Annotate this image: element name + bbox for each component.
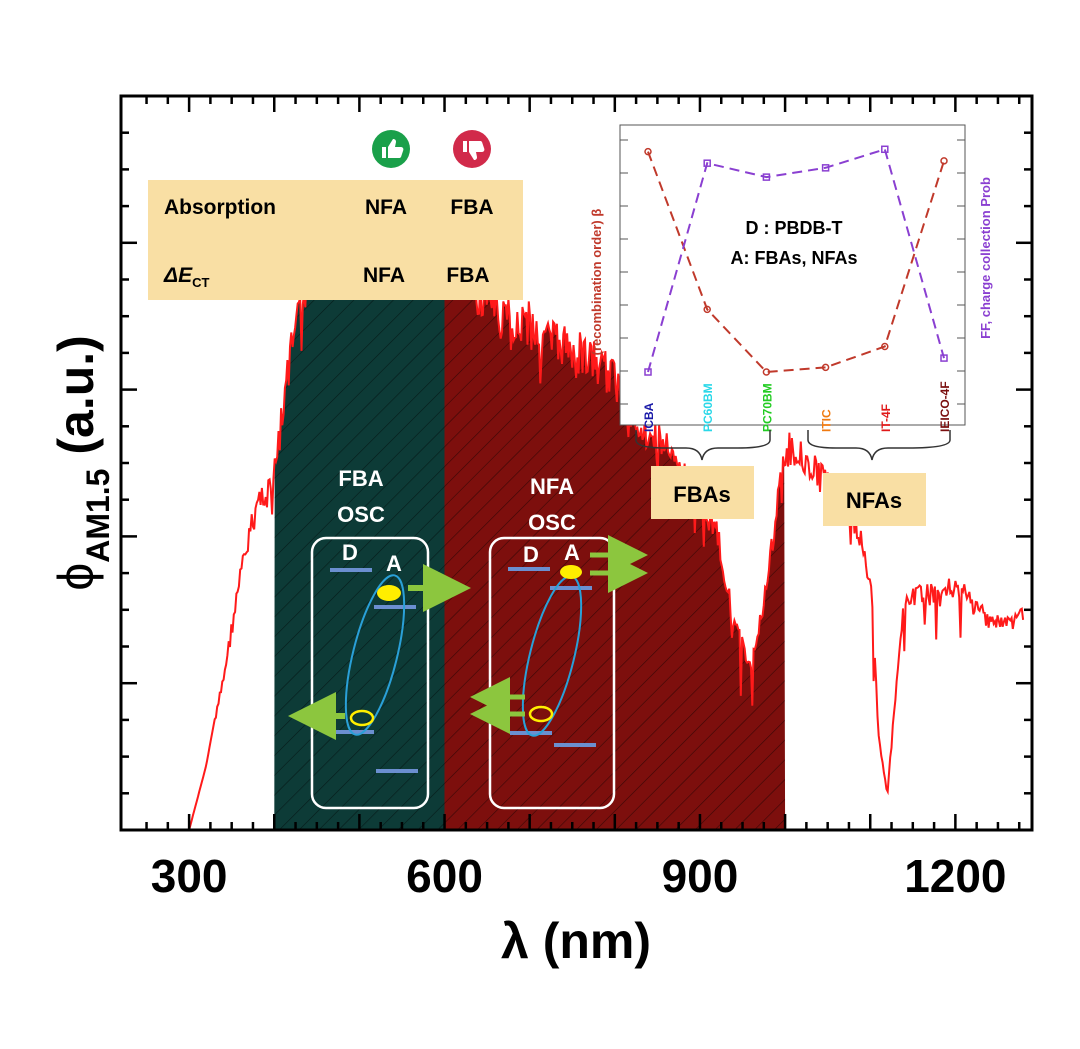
thumbs-down-icon [453, 130, 491, 168]
inset-category-label: PC70BM [760, 383, 774, 432]
inset-annotation-line1: D : PBDB-T [746, 218, 843, 238]
row2-col1: NFA [363, 264, 405, 287]
inset-beta-point [703, 305, 711, 314]
nfa-hole [528, 705, 554, 723]
nfa-osc-label-2: OSC [528, 510, 576, 535]
inset-category-label: IT-4F [879, 404, 893, 432]
svg-text:ϕAM1.5 (a.u.): ϕAM1.5 (a.u.) [48, 335, 116, 591]
fba-band-hatch [274, 204, 445, 830]
inset-category-label: IEICO-4F [938, 381, 952, 432]
inset-ff-point [762, 173, 771, 181]
fba-group-label: FBAs [673, 482, 730, 507]
nfa-acceptor-label: A [564, 540, 580, 565]
fba-acceptor-label: A [386, 551, 402, 576]
inset-beta-point [881, 342, 889, 351]
fba-osc-diagram: FBA OSC D A [288, 466, 471, 810]
thumbs-up-icon [372, 130, 410, 168]
nfa-group-label: NFAs [846, 488, 902, 513]
inset-ticks [620, 139, 965, 405]
inset-category-label: PC60BM [701, 383, 715, 432]
axis-ticks [121, 94, 1032, 832]
inset-ff-point [644, 368, 652, 376]
inset-beta-point [762, 368, 771, 376]
fba-osc-label-2: OSC [337, 502, 385, 527]
row1-col2: FBA [450, 196, 493, 219]
nfa-donor-label: D [523, 542, 539, 567]
nfa-osc-label-1: NFA [530, 474, 574, 499]
x-tick-label: 900 [662, 850, 739, 902]
x-axis-title: λ (nm) [501, 913, 651, 969]
inset-left-axis-label: (recombination order) β [589, 209, 604, 356]
fba-brace [635, 430, 771, 461]
inset-beta-point [821, 363, 830, 372]
inset-ff-point [703, 159, 711, 167]
inset-ff-point [881, 145, 889, 154]
nfa-brace [807, 430, 951, 461]
legend-box: Absorption NFA FBA ΔECT NFA FBA [148, 180, 523, 300]
x-tick-labels: 300 600 900 1200 [151, 850, 1007, 902]
fba-osc-label-1: FBA [338, 466, 383, 491]
row2-label: ΔECT [163, 264, 209, 290]
inset-beta-point [940, 157, 948, 165]
fba-donor-label: D [342, 540, 358, 565]
row2-col2: FBA [446, 264, 489, 287]
inset-right-axis-label: FF, charge collection Prob [978, 177, 993, 339]
inset-ff-line [647, 148, 945, 373]
x-tick-label: 300 [151, 850, 228, 902]
row1-col1: NFA [365, 196, 407, 219]
y-axis-title: ϕAM1.5 (a.u.) [48, 335, 116, 591]
x-tick-label: 600 [406, 850, 483, 902]
inset-beta-point [644, 147, 652, 156]
y-axis-subscript: AM1.5 [80, 469, 116, 563]
inset-ff-point [940, 354, 948, 362]
nfa-osc-diagram: NFA OSC D A [470, 474, 648, 810]
inset-markers [644, 145, 948, 376]
x-tick-label: 1200 [904, 850, 1006, 902]
y-axis-unit: (a.u.) [48, 335, 104, 454]
y-axis-symbol: ϕ [48, 563, 104, 591]
row1-label: Absorption [164, 196, 276, 219]
inset-panel: D : PBDB-T A: FBAs, NFAs (recombination … [589, 124, 993, 526]
nfa-electron [560, 565, 582, 579]
fba-electron [377, 585, 401, 601]
fba-hole [349, 709, 375, 727]
inset-category-label: ICBA [642, 402, 656, 432]
inset-category-label: ITIC [820, 409, 834, 432]
inset-ff-point [821, 164, 830, 172]
inset-category-labels: ICBA PC60BM PC70BM ITIC IT-4F IEICO-4F [642, 381, 952, 432]
inset-beta-line [647, 151, 945, 374]
inset-annotation-line2: A: FBAs, NFAs [730, 248, 857, 268]
